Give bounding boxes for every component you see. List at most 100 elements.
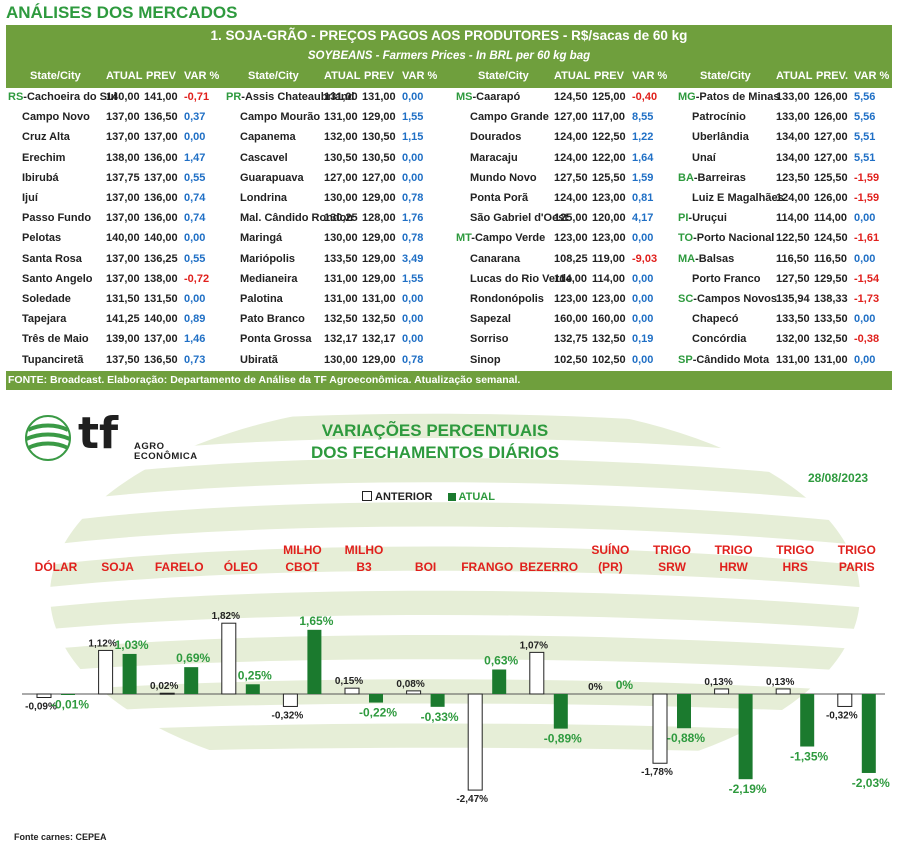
cell-city: Campo Novo <box>22 111 90 124</box>
cell-var: 0,73 <box>184 353 206 366</box>
cell-prev: 136,25 <box>144 252 178 265</box>
bar-atual <box>122 653 137 694</box>
cell-atual: 131,50 <box>106 293 140 305</box>
cell-city: Pato Branco <box>240 313 305 326</box>
category-label: BOI <box>415 560 436 574</box>
bar-anterior <box>406 690 422 695</box>
bar-anterior <box>529 651 545 695</box>
cell-city: BA-Barreiras <box>678 171 746 184</box>
data-label-atual: -0,22% <box>359 706 397 720</box>
cell-var: 0,00 <box>632 313 654 326</box>
cell-prev: 136,50 <box>144 353 178 366</box>
bar-atual <box>738 694 753 780</box>
category-label: MILHO <box>283 543 322 557</box>
cell-var: 0,00 <box>632 232 654 245</box>
bar-anterior <box>714 688 730 695</box>
data-label-anterior: -0,32% <box>826 710 858 721</box>
cell-city: Ubiratã <box>240 353 278 366</box>
cell-var: -1,61 <box>854 232 880 245</box>
category-label: HRS <box>783 560 808 574</box>
cell-prev: 129,00 <box>362 252 396 265</box>
cell-atual: 137,75 <box>106 171 140 184</box>
cell-var: 5,51 <box>854 151 876 164</box>
cell-var: 0,37 <box>184 111 206 124</box>
cell-var: 0,00 <box>854 252 876 265</box>
cell-city: Dourados <box>470 131 522 144</box>
cell-prev: 129,00 <box>362 192 396 204</box>
cell-prev: 116,50 <box>814 252 848 265</box>
column-header: State/City <box>248 70 299 82</box>
cell-var: 0,89 <box>184 313 206 326</box>
cell-prev: 137,00 <box>144 131 178 144</box>
cell-city: Mundo Novo <box>470 171 537 184</box>
cell-city: Mariópolis <box>240 252 296 265</box>
cell-city: Canarana <box>470 252 521 265</box>
category-label: (PR) <box>598 560 623 574</box>
bar-chart: DÓLAR -0,09%-0,01% SOJA 1,12%1,03% FARELO 0,0… <box>22 542 890 805</box>
cell-atual: 135,94 <box>776 293 810 305</box>
cell-var: 0,74 <box>184 192 206 204</box>
cell-prev: 129,00 <box>362 111 396 124</box>
cell-atual: 124,00 <box>776 192 810 204</box>
cell-city: Erechim <box>22 151 66 164</box>
cell-prev: 141,00 <box>144 91 178 103</box>
table-row: Cruz Alta 137,00 137,00 0,00 Capanema 132,00 1… <box>6 128 892 148</box>
cell-city: MT-Campo Verde <box>456 232 546 245</box>
cell-city: Campo Grande <box>470 111 549 124</box>
table-row: Três de Maio 139,00 137,00 1,46 Ponta Grossa… <box>6 330 892 350</box>
cell-prev: 129,00 <box>362 272 396 285</box>
bar-atual <box>307 629 322 694</box>
cell-var: 0,00 <box>402 151 424 164</box>
cell-atual: 124,00 <box>554 192 588 204</box>
state-code: MG <box>678 91 696 103</box>
state-code: PI <box>678 212 689 225</box>
cell-atual: 141,25 <box>106 313 140 326</box>
source-note: Fonte carnes: CEPEA <box>14 832 107 842</box>
cell-city: PI-Uruçui <box>678 212 727 225</box>
chart-date: 28/08/2023 <box>808 471 869 485</box>
cell-var: 0,00 <box>402 333 424 346</box>
cell-atual: 140,00 <box>106 91 140 103</box>
data-label-anterior: 0,13% <box>704 677 732 688</box>
cell-var: -1,59 <box>854 192 880 204</box>
cell-var: 0,00 <box>854 313 876 326</box>
cell-city: Ibirubá <box>22 171 59 184</box>
cell-atual: 130,00 <box>324 353 358 366</box>
cell-var: 1,47 <box>184 151 206 164</box>
table-footer-text: FONTE: Broadcast. Elaboração: Departamen… <box>8 374 521 386</box>
cell-var: -1,59 <box>854 171 880 184</box>
cell-atual: 137,00 <box>106 272 140 285</box>
bar-anterior <box>344 687 360 695</box>
cell-var: 5,56 <box>854 111 876 124</box>
cell-city: Rondonópolis <box>470 293 544 305</box>
table-row: Passo Fundo 137,00 136,00 0,74 Mal. Cândido … <box>6 209 892 229</box>
bar-atual <box>492 669 507 694</box>
data-label-atual: 0,25% <box>238 668 272 682</box>
data-label-anterior: 0,15% <box>335 676 363 687</box>
cell-atual: 133,00 <box>776 91 810 103</box>
cell-prev: 125,50 <box>814 171 848 184</box>
cell-atual: 132,00 <box>324 131 358 144</box>
cell-city: Santa Rosa <box>22 252 82 265</box>
cell-prev: 129,00 <box>362 232 396 245</box>
bar-atual <box>677 694 691 729</box>
cell-atual: 127,00 <box>554 111 588 124</box>
data-label-anterior: -2,47% <box>456 794 488 805</box>
bar-anterior <box>652 693 668 764</box>
data-label-atual: -2,19% <box>729 782 767 796</box>
cell-atual: 116,50 <box>776 252 810 265</box>
cell-city: Concórdia <box>692 333 747 346</box>
cell-city: MG-Patos de Minas <box>678 91 780 103</box>
cell-prev: 130,50 <box>362 151 396 164</box>
cell-atual: 133,50 <box>776 313 810 326</box>
category-label: SUÍNO <box>591 542 629 557</box>
cell-atual: 132,75 <box>554 333 588 346</box>
data-label-anterior: 1,07% <box>520 640 548 651</box>
data-label-anterior: 0,02% <box>150 681 178 692</box>
logo: tf AGRO ECONÔMICA <box>22 408 202 464</box>
cell-atual: 133,00 <box>776 111 810 124</box>
chart-title: VARIAÇÕES PERCENTUAIS DOS FECHAMENTOS DI… <box>250 420 620 464</box>
cell-var: 1,64 <box>632 151 654 164</box>
cell-city: Londrina <box>240 192 288 204</box>
cell-var: 0,55 <box>184 252 206 265</box>
